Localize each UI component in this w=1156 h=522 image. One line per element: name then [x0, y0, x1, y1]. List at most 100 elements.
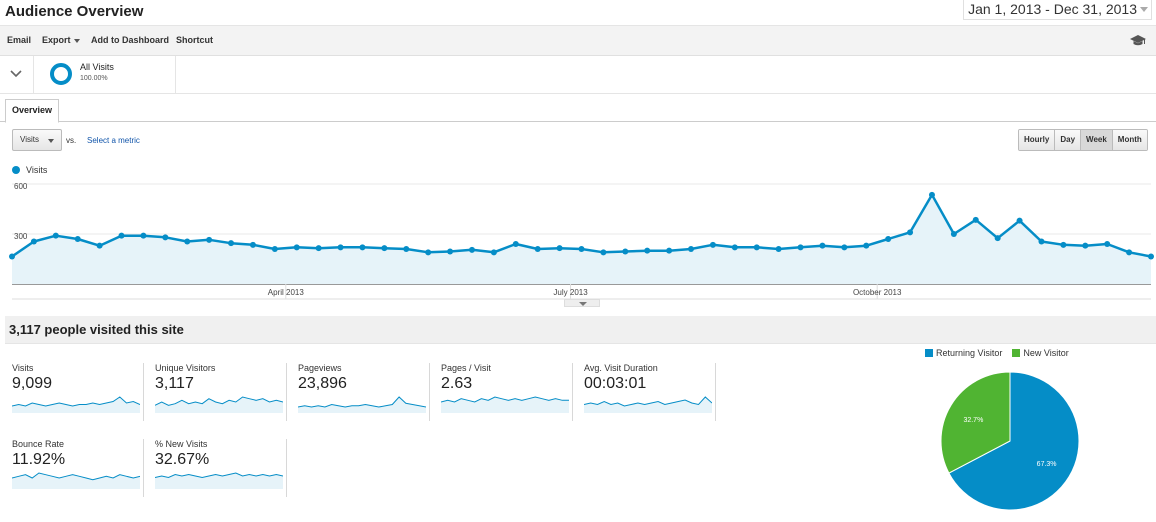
data-point[interactable]	[863, 242, 870, 249]
data-point[interactable]	[271, 246, 278, 252]
data-point[interactable]	[578, 246, 585, 252]
series-area	[12, 194, 1151, 284]
metric-label: Unique Visitors	[155, 363, 216, 373]
data-point[interactable]	[184, 238, 191, 245]
data-point[interactable]	[447, 248, 454, 255]
graduation-cap-icon[interactable]	[1130, 34, 1146, 46]
data-point[interactable]	[950, 231, 957, 237]
data-point[interactable]	[994, 235, 1001, 242]
data-point[interactable]	[556, 245, 563, 252]
sparkline-line	[298, 396, 426, 408]
pie-slice-returning[interactable]	[948, 371, 1080, 511]
data-point[interactable]	[228, 240, 235, 247]
data-point[interactable]	[425, 249, 432, 256]
data-point[interactable]	[797, 244, 804, 251]
select-metric-link[interactable]: Select a metric	[87, 136, 140, 145]
sparkline	[12, 396, 140, 413]
sparkline	[155, 472, 283, 489]
data-point[interactable]	[1082, 242, 1089, 249]
data-point[interactable]	[1038, 238, 1045, 245]
data-point[interactable]	[972, 216, 979, 223]
segment-percent: 100.00%	[80, 75, 108, 82]
data-point[interactable]	[315, 245, 322, 252]
data-point[interactable]	[907, 229, 914, 236]
data-point[interactable]	[30, 238, 37, 245]
data-point[interactable]	[534, 246, 541, 252]
segment-all-visits[interactable]: All Visits 100.00%	[38, 56, 176, 94]
metric-select[interactable]: Visits	[12, 129, 62, 151]
sparkline-line	[155, 396, 283, 406]
data-point[interactable]	[74, 236, 81, 242]
data-point[interactable]	[644, 247, 651, 254]
data-point[interactable]	[775, 246, 782, 252]
metric-card-bounce-rate[interactable]: Bounce Rate 11.92%	[12, 439, 144, 497]
data-point[interactable]	[96, 242, 103, 249]
legend-item-new[interactable]: New Visitor	[1012, 348, 1069, 358]
data-point[interactable]	[1126, 249, 1133, 256]
segment-ring-icon	[50, 63, 72, 85]
legend-label: Visits	[26, 165, 48, 175]
week-button[interactable]: Week	[1081, 130, 1113, 150]
email-button[interactable]: Email	[7, 35, 32, 45]
chevron-down-icon	[48, 139, 54, 143]
metric-card-visits[interactable]: Visits 9,099	[12, 363, 144, 421]
data-point[interactable]	[709, 241, 716, 248]
pie-data-label: 67.3%	[1037, 461, 1057, 468]
chevron-down-icon	[73, 38, 80, 43]
data-point[interactable]	[819, 242, 826, 249]
day-button[interactable]: Day	[1055, 130, 1082, 150]
data-point[interactable]	[512, 241, 519, 247]
pie-slice-new[interactable]	[940, 371, 1011, 474]
data-point[interactable]	[206, 236, 213, 243]
month-button[interactable]: Month	[1112, 130, 1147, 150]
add-to-dashboard-button[interactable]: Add to Dashboard	[91, 35, 169, 45]
data-point[interactable]	[688, 246, 695, 252]
data-point[interactable]	[622, 248, 629, 255]
metric-value: 00:03:01	[584, 375, 647, 392]
data-point[interactable]	[403, 246, 410, 252]
data-point[interactable]	[359, 244, 366, 251]
data-point[interactable]	[1104, 241, 1111, 247]
granularity-toggle: Hourly Day Week Month	[1018, 129, 1148, 151]
data-point[interactable]	[841, 244, 848, 251]
data-point[interactable]	[666, 247, 673, 254]
data-point[interactable]	[885, 236, 892, 242]
legend-swatch	[1012, 349, 1021, 357]
chevron-down-icon	[579, 302, 587, 306]
shortcut-button[interactable]: Shortcut	[176, 35, 213, 45]
legend-swatch	[12, 166, 20, 174]
segment-toggle[interactable]	[0, 56, 34, 94]
metric-label: Pages / Visit	[441, 363, 491, 373]
metric-label: Pageviews	[298, 363, 342, 373]
data-point[interactable]	[162, 234, 169, 241]
data-point[interactable]	[490, 249, 497, 256]
metric-card-unique-visitors[interactable]: Unique Visitors 3,117	[155, 363, 287, 421]
data-point[interactable]	[381, 245, 388, 252]
date-range-picker[interactable]: Jan 1, 2013 - Dec 31, 2013	[963, 0, 1152, 20]
data-point[interactable]	[140, 232, 147, 239]
data-point[interactable]	[9, 253, 15, 260]
data-point[interactable]	[52, 232, 59, 239]
chart-resize-handle[interactable]	[564, 299, 600, 307]
metric-card-pageviews[interactable]: Pageviews 23,896	[298, 363, 430, 421]
export-button[interactable]: Export	[42, 35, 80, 45]
data-point[interactable]	[753, 244, 760, 251]
data-point[interactable]	[1060, 241, 1067, 248]
data-point[interactable]	[928, 191, 935, 198]
metric-card-pages-per-visit[interactable]: Pages / Visit 2.63	[441, 363, 573, 421]
data-point[interactable]	[249, 241, 256, 248]
hourly-button[interactable]: Hourly	[1019, 130, 1056, 150]
data-point[interactable]	[337, 244, 344, 251]
data-point[interactable]	[118, 232, 125, 239]
data-point[interactable]	[468, 246, 475, 253]
data-point[interactable]	[1016, 217, 1023, 224]
tab-overview[interactable]: Overview	[5, 99, 60, 123]
metric-card-new-visits[interactable]: % New Visits 32.67%	[155, 439, 287, 497]
legend-item-returning[interactable]: Returning Visitor	[925, 348, 1002, 358]
data-point[interactable]	[1148, 253, 1154, 260]
data-point[interactable]	[731, 244, 738, 251]
metric-value: 3,117	[155, 375, 194, 392]
data-point[interactable]	[600, 249, 607, 256]
data-point[interactable]	[293, 244, 300, 251]
metric-card-avg-visit-duration[interactable]: Avg. Visit Duration 00:03:01	[584, 363, 716, 421]
